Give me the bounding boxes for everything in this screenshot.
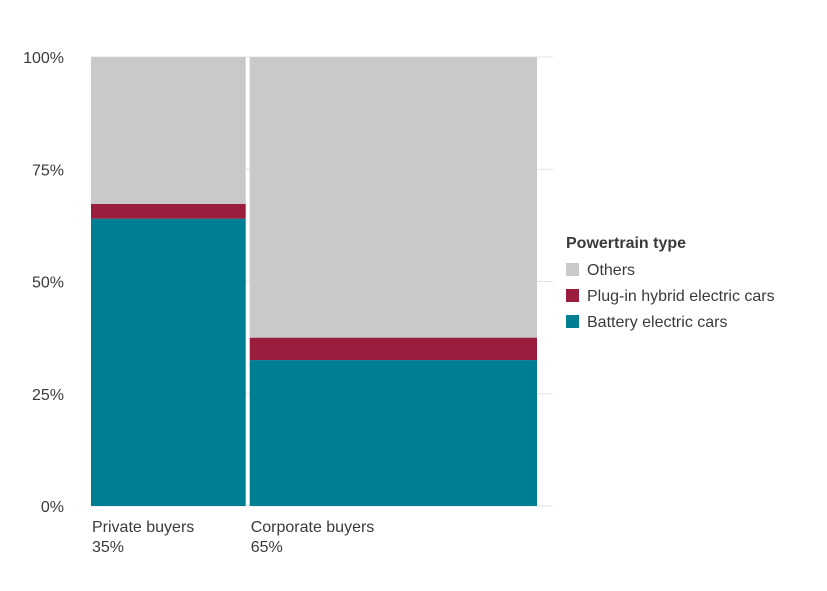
bar-segment-corporate-buyers-battery-electric-cars	[249, 360, 537, 506]
bar-segment-private-buyers-others	[91, 57, 246, 204]
bar-segment-private-buyers-battery-electric-cars	[91, 218, 246, 506]
legend-label-plug-in-hybrid-electric-cars: Plug-in hybrid electric cars	[587, 288, 775, 305]
category-label-corporate-buyers: Corporate buyers	[251, 519, 375, 536]
y-tick-label: 25%	[32, 387, 64, 404]
y-tick-label: 100%	[23, 50, 64, 67]
y-tick-label: 75%	[32, 162, 64, 179]
legend: Powertrain type Others Plug-in hybrid ele…	[566, 235, 775, 331]
category-labels: Private buyers 35% Corporate buyers 65%	[92, 519, 374, 556]
category-share-private-buyers: 35%	[92, 539, 124, 556]
y-axis-tick-labels: 0% 25% 50% 75% 100%	[23, 50, 64, 516]
legend-label-others: Others	[587, 262, 635, 279]
y-tick-label: 50%	[32, 275, 64, 292]
stacked-bars	[91, 57, 537, 506]
bar-segment-corporate-buyers-plug-in-hybrid-electric-cars	[249, 337, 537, 361]
y-tick-label: 0%	[41, 499, 64, 516]
category-label-private-buyers: Private buyers	[92, 519, 194, 536]
legend-swatch-plug-in-hybrid-electric-cars	[566, 289, 579, 302]
legend-swatch-others	[566, 263, 579, 276]
legend-title: Powertrain type	[566, 235, 686, 252]
legend-label-battery-electric-cars: Battery electric cars	[587, 314, 727, 331]
bar-segment-private-buyers-plug-in-hybrid-electric-cars	[91, 203, 246, 219]
bar-segment-corporate-buyers-others	[249, 57, 537, 338]
category-share-corporate-buyers: 65%	[251, 539, 283, 556]
legend-swatch-battery-electric-cars	[566, 315, 579, 328]
